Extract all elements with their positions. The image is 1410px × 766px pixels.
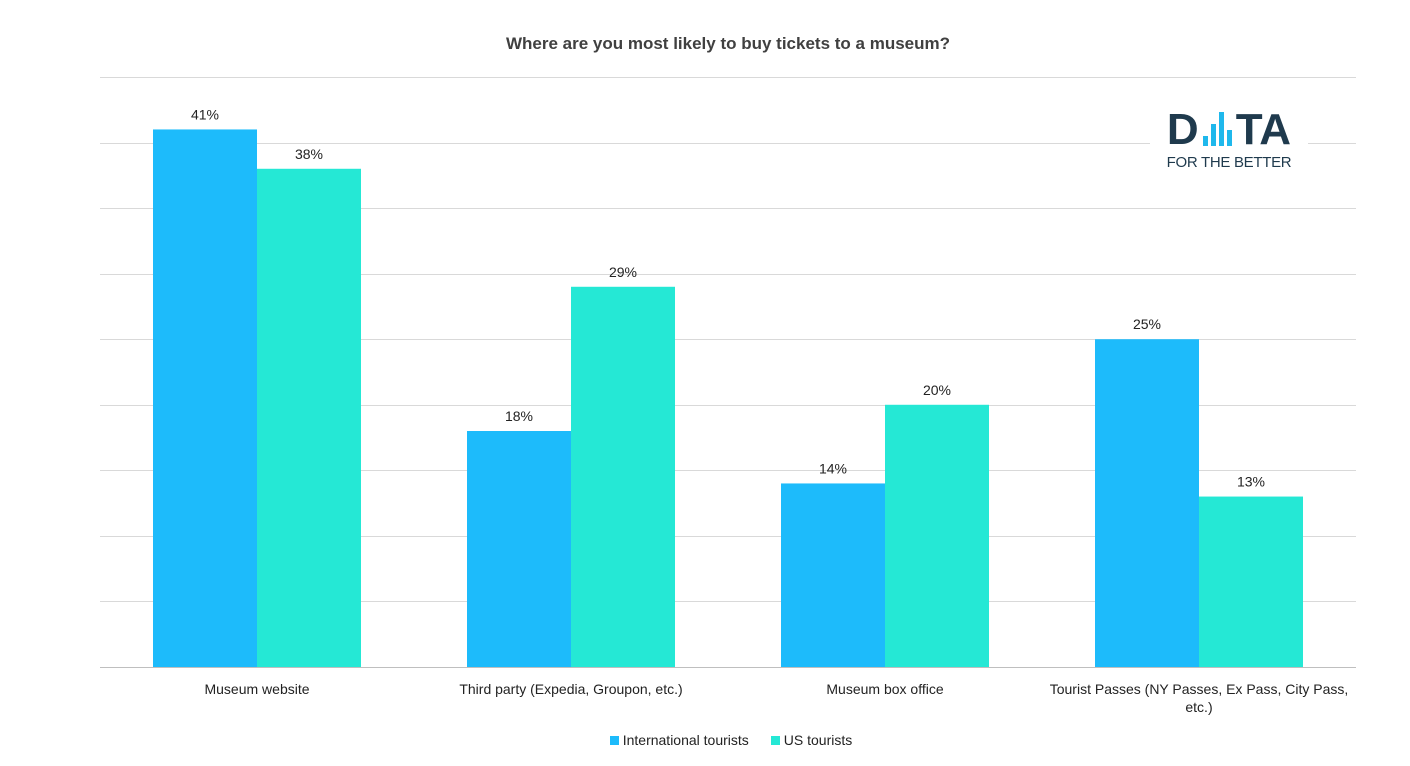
chart-legend: International tourists US tourists <box>0 732 1410 748</box>
data-for-the-better-logo: D TA FOR THE BETTER <box>1150 104 1308 175</box>
bar-us-0 <box>257 168 361 667</box>
category-label-line: etc.) <box>1185 699 1212 715</box>
bar-international-3 <box>1095 339 1199 667</box>
logo-tagline: FOR THE BETTER <box>1166 154 1292 171</box>
chart-title: Where are you most likely to buy tickets… <box>505 34 950 53</box>
category-label-2: Museum box office <box>826 681 943 697</box>
legend-item-us: US tourists <box>770 732 853 748</box>
bars <box>153 129 1303 667</box>
data-labels: 41% 38% 18% 29% 14% 20% 25% 13% <box>191 106 1265 489</box>
legend-label-international: International tourists <box>622 732 749 748</box>
bar-international-1 <box>467 431 571 667</box>
logo-wordmark: D TA <box>1150 105 1308 154</box>
legend-item-international: International tourists <box>609 732 749 748</box>
data-label-international-1: 18% <box>505 408 533 424</box>
data-label-us-0: 38% <box>295 146 323 162</box>
data-label-international-2: 14% <box>819 460 847 476</box>
category-label-line: Third party (Expedia, Groupon, etc.) <box>459 681 682 697</box>
legend-swatch-us <box>770 735 780 745</box>
bar-international-2 <box>781 483 885 667</box>
category-label-line: Museum website <box>204 681 309 697</box>
category-labels: Museum website Third party (Expedia, Grou… <box>204 681 1348 715</box>
bar-international-0 <box>153 129 257 667</box>
data-label-us-3: 13% <box>1237 474 1265 490</box>
category-label-line: Museum box office <box>826 681 943 697</box>
data-label-international-0: 41% <box>191 106 219 122</box>
legend-label-us: US tourists <box>783 732 853 748</box>
category-label-line: Tourist Passes (NY Passes, Ex Pass, City… <box>1050 681 1349 697</box>
data-label-us-2: 20% <box>923 382 951 398</box>
category-label-3: Tourist Passes (NY Passes, Ex Pass, City… <box>1050 681 1349 715</box>
logo-letter-d: D <box>1166 105 1199 154</box>
category-label-0: Museum website <box>204 681 309 697</box>
data-label-us-1: 29% <box>609 264 637 280</box>
logo-bars-icon <box>1202 112 1232 146</box>
legend-swatch-international <box>609 735 619 745</box>
data-label-international-3: 25% <box>1133 316 1161 332</box>
bar-us-2 <box>885 404 989 667</box>
bar-us-3 <box>1199 496 1303 667</box>
category-label-1: Third party (Expedia, Groupon, etc.) <box>459 681 682 697</box>
logo-letters-ta: TA <box>1235 105 1292 154</box>
bar-us-1 <box>571 286 675 667</box>
